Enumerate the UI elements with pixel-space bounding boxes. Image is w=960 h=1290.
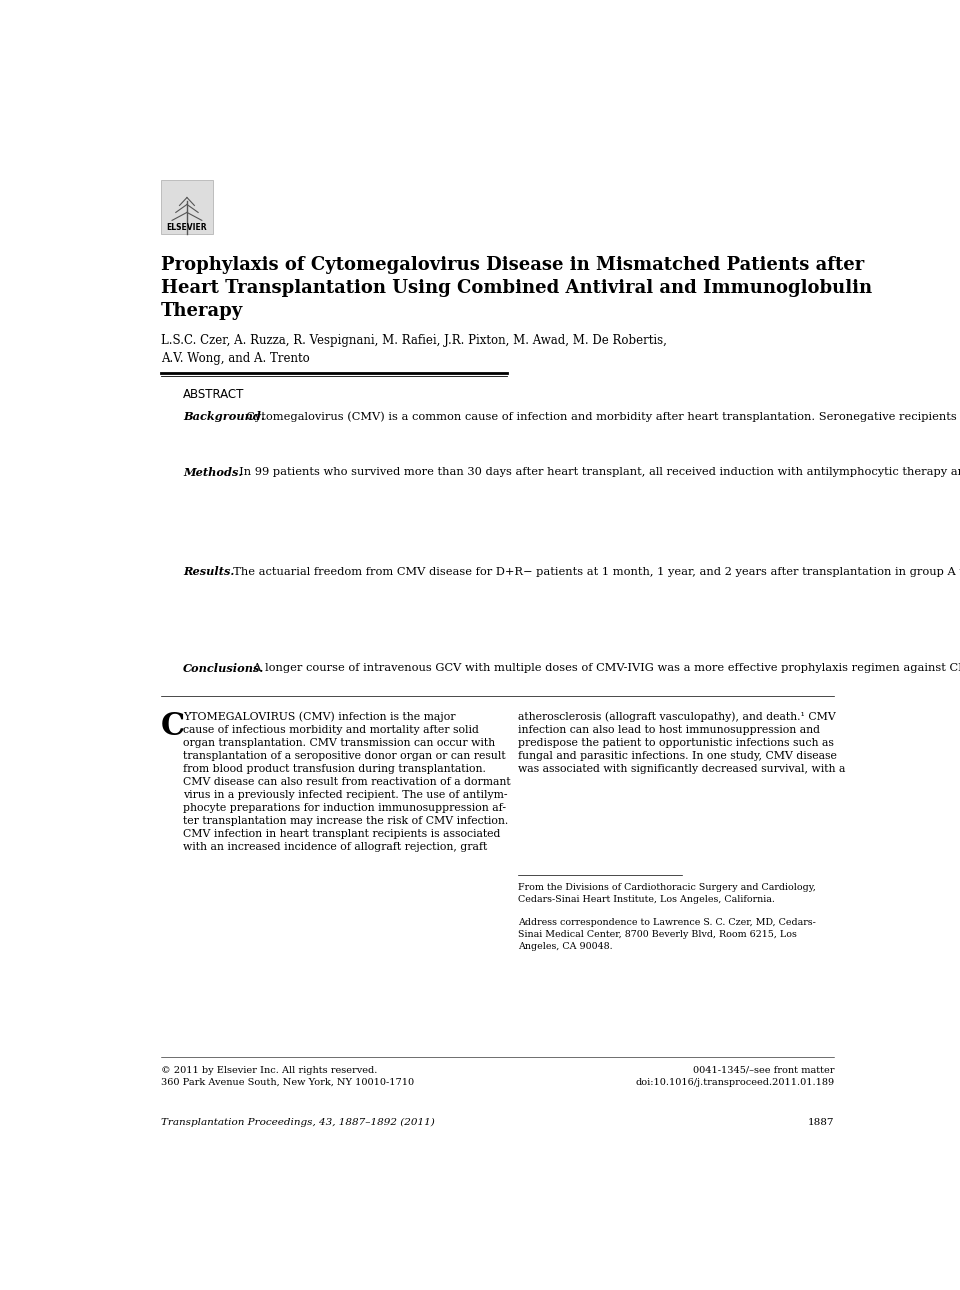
- Text: Prophylaxis of Cytomegalovirus Disease in Mismatched Patients after
Heart Transp: Prophylaxis of Cytomegalovirus Disease i…: [161, 257, 872, 320]
- Text: Conclusions.: Conclusions.: [183, 663, 265, 675]
- FancyBboxPatch shape: [161, 179, 213, 235]
- Text: © 2011 by Elsevier Inc. All rights reserved.
360 Park Avenue South, New York, NY: © 2011 by Elsevier Inc. All rights reser…: [161, 1066, 414, 1087]
- Text: A longer course of intravenous GCV with multiple doses of CMV-IVIG was a more ef: A longer course of intravenous GCV with …: [247, 663, 960, 673]
- Text: YTOMEGALOVIRUS (CMV) infection is the major
cause of infectious morbidity and mo: YTOMEGALOVIRUS (CMV) infection is the ma…: [183, 711, 511, 851]
- Text: Transplantation Proceedings, 43, 1887–1892 (2011): Transplantation Proceedings, 43, 1887–18…: [161, 1118, 435, 1127]
- Text: ELSEVIER: ELSEVIER: [167, 223, 207, 232]
- Text: The actuarial freedom from CMV disease for D+R− patients at 1 month, 1 year, and: The actuarial freedom from CMV disease f…: [227, 566, 960, 577]
- Text: C: C: [161, 711, 185, 742]
- Text: In 99 patients who survived more than 30 days after heart transplant, all receiv: In 99 patients who survived more than 30…: [231, 467, 960, 477]
- Text: Results.: Results.: [183, 566, 234, 577]
- Text: From the Divisions of Cardiothoracic Surgery and Cardiology,
Cedars-Sinai Heart : From the Divisions of Cardiothoracic Sur…: [518, 882, 816, 951]
- Text: Cytomegalovirus (CMV) is a common cause of infection and morbidity after heart t: Cytomegalovirus (CMV) is a common cause …: [239, 412, 960, 422]
- Text: ABSTRACT: ABSTRACT: [183, 388, 245, 401]
- Text: Background.: Background.: [183, 412, 265, 422]
- Text: atherosclerosis (allograft vasculopathy), and death.¹ CMV
infection can also lea: atherosclerosis (allograft vasculopathy)…: [518, 711, 846, 774]
- Text: 0041-1345/–see front matter
doi:10.1016/j.transproceed.2011.01.189: 0041-1345/–see front matter doi:10.1016/…: [636, 1066, 834, 1087]
- Text: 1887: 1887: [807, 1118, 834, 1127]
- Text: Methods.: Methods.: [183, 467, 243, 477]
- Text: L.S.C. Czer, A. Ruzza, R. Vespignani, M. Rafiei, J.R. Pixton, M. Awad, M. De Rob: L.S.C. Czer, A. Ruzza, R. Vespignani, M.…: [161, 334, 667, 365]
